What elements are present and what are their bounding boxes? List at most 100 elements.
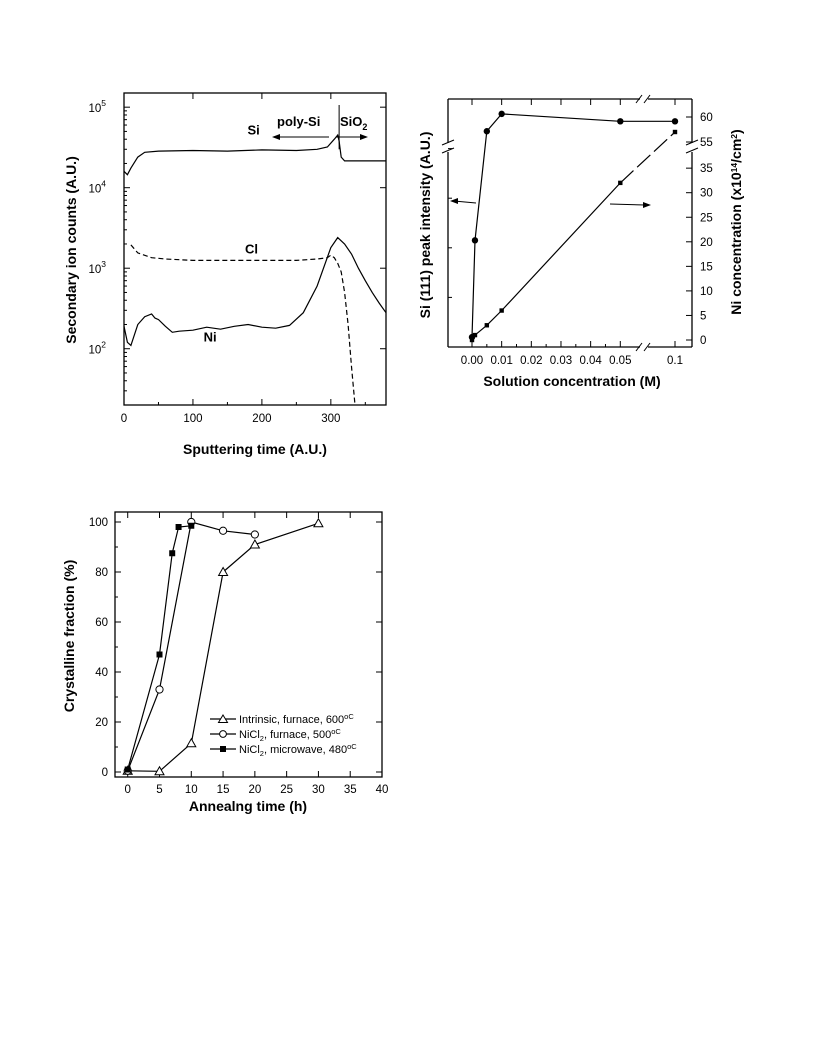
y-tick-label-60: 60 (95, 617, 108, 629)
cryst-series-line-0 (127, 522, 319, 772)
series-line-ni (123, 236, 387, 347)
ni-conc-point-2 (484, 323, 490, 328)
ni-conc-line-break (619, 131, 676, 184)
y-tick-label-100: 100 (89, 517, 108, 529)
ni-conc-point-1 (472, 332, 478, 338)
y-tick-label-0: 0 (102, 767, 108, 779)
y-tick-label-0: 0 (700, 335, 706, 347)
sims-y-ticks: 102 103 104 105 (88, 98, 386, 392)
triangle-marker-3 (217, 566, 229, 576)
y-tick-label-1000: 103 (88, 259, 106, 276)
cryst-x-axis-label: Annealng time (h) (189, 798, 307, 814)
si-intensity-point-1 (471, 237, 479, 244)
concentration-chart: 0.00 0.01 0.02 0.03 0.04 0.05 0.1 0 5 10 15 20 25 30… (417, 94, 744, 389)
legend-item-intrinsic: Intrinsic, furnace, 600oC (210, 712, 354, 726)
conc-series (468, 110, 679, 343)
cryst-y-axis-label: Crystalline fraction (%) (61, 560, 77, 712)
y-tick-label-100: 102 (88, 340, 106, 357)
x-tick-label-40: 40 (376, 784, 389, 796)
si-intensity-point-3 (498, 110, 505, 118)
ni-conc-point-3 (499, 308, 504, 313)
conc-x-axis-label: Solution concentration (M) (483, 373, 660, 389)
y-tick-label-20: 20 (700, 237, 713, 249)
sims-y-axis-label: Secondary ion counts (A.U.) (63, 156, 79, 343)
x-tick-label-5: 5 (156, 784, 162, 796)
cryst-series (122, 517, 324, 776)
si-intensity-line (471, 113, 503, 338)
y-tick-label-55: 55 (700, 137, 713, 149)
square-marker-2 (169, 550, 176, 557)
conc-right-y-ticks: 0 5 10 15 20 25 30 35 55 60 (448, 112, 713, 347)
y-tick-label-35: 35 (700, 163, 713, 175)
x-tick-label-0: 0 (121, 413, 127, 425)
cryst-legend: Intrinsic, furnace, 600oC NiCl2, furnace… (210, 712, 357, 758)
conc-plot-frame (447, 98, 693, 348)
series-direction-arrows (450, 198, 651, 208)
sims-plot-frame (123, 92, 387, 406)
sio2-arrowhead (360, 134, 368, 140)
triangle-marker-4 (249, 538, 261, 549)
x-tick-label-0.1: 0.1 (667, 355, 683, 367)
si-intensity-line-tail (501, 113, 675, 122)
poly-si-arrowhead (272, 134, 280, 140)
triangle-marker-1 (154, 765, 165, 776)
x-tick-label-0.01: 0.01 (490, 355, 512, 367)
square-marker-3 (175, 524, 182, 530)
conc-x-ticks: 0.00 0.01 0.02 0.03 0.04 0.05 0.1 (461, 99, 683, 367)
x-tick-label-0.05: 0.05 (609, 355, 631, 367)
sio2-annotation: SiO2 (336, 114, 368, 140)
cryst-y-ticks: 0 20 40 60 80 100 (89, 517, 382, 779)
x-tick-label-200: 200 (252, 413, 271, 425)
ni-conc-point-5 (672, 129, 678, 135)
square-marker-4 (188, 522, 195, 529)
y-tick-label-40: 40 (95, 667, 108, 679)
series-line-si (123, 133, 386, 176)
svg-text:NiCl2, microwave, 480oC: NiCl2, microwave, 480oC (239, 742, 357, 758)
sims-x-ticks: 0 100 200 300 (121, 93, 366, 425)
ni-conc-line (471, 182, 621, 341)
cryst-series-line-2 (127, 525, 192, 770)
x-tick-label-0.04: 0.04 (579, 355, 602, 367)
si-intensity-point-2 (483, 128, 491, 135)
x-tick-label-0.03: 0.03 (550, 355, 572, 367)
y-tick-label-60: 60 (700, 112, 713, 124)
svg-text:Intrinsic, furnace, 600oC: Intrinsic, furnace, 600oC (239, 712, 354, 726)
y-tick-label-100000: 105 (88, 98, 106, 115)
poly-si-annotation: poly-Si (272, 114, 329, 140)
x-tick-label-30: 30 (312, 784, 325, 796)
open-circle-marker-3 (218, 526, 228, 535)
x-tick-label-300: 300 (321, 413, 340, 425)
series-label-si: Si (247, 122, 259, 137)
x-tick-label-15: 15 (217, 784, 230, 796)
sims-depth-profile-chart: 0 100 200 300 102 103 104 105 Si Cl Ni poly-Si S… (63, 92, 387, 457)
right-axis-arrow (609, 203, 646, 206)
square-marker-0 (124, 766, 131, 773)
y-tick-label-20: 20 (95, 717, 108, 729)
legend-item-nicl2-furnace: NiCl2, furnace, 500oC (210, 727, 341, 743)
svg-text:NiCl2, furnace, 500oC: NiCl2, furnace, 500oC (239, 727, 341, 743)
x-tick-label-0.02: 0.02 (520, 355, 542, 367)
triangle-marker-2 (185, 737, 197, 748)
x-tick-label-0: 0 (125, 784, 131, 796)
series-label-ni: Ni (204, 329, 217, 344)
ni-conc-point-0 (469, 337, 475, 343)
x-tick-label-100: 100 (183, 413, 202, 425)
series-label-cl: Cl (245, 242, 258, 257)
axis-break-marks (441, 94, 699, 352)
sims-series (123, 133, 387, 406)
open-circle-marker-4 (250, 530, 259, 539)
ni-conc-point-4 (618, 180, 623, 186)
series-line-cl (130, 244, 356, 406)
si-intensity-point-4 (617, 118, 624, 125)
triangle-marker-5 (313, 517, 324, 528)
sims-series-labels: Si Cl Ni (204, 122, 260, 344)
conc-left-y-axis-label: Si (111) peak intensity (A.U.) (417, 132, 433, 319)
x-tick-label-0.00: 0.00 (461, 355, 483, 367)
y-tick-label-10: 10 (700, 286, 713, 298)
si-intensity-point-5 (671, 118, 679, 125)
y-tick-label-25: 25 (700, 212, 713, 224)
x-tick-label-20: 20 (248, 784, 261, 796)
cryst-plot-frame (114, 511, 383, 778)
x-tick-label-25: 25 (280, 784, 293, 796)
